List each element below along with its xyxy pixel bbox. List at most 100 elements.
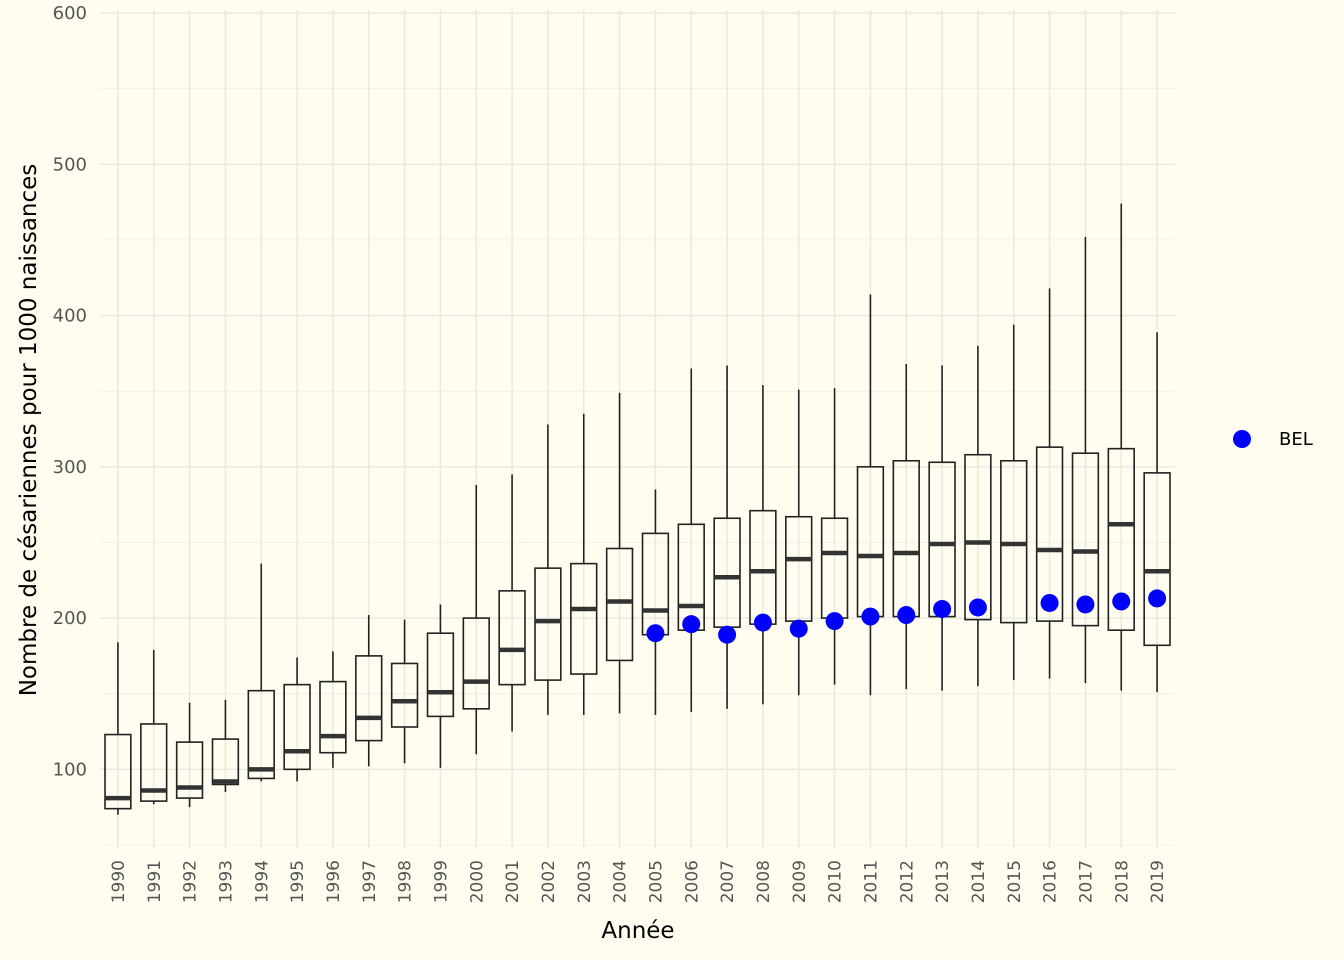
box — [1107, 447, 1135, 631]
data-point-bel — [825, 612, 844, 631]
box — [319, 680, 347, 754]
x-tick-label: 2012 — [897, 860, 917, 903]
box — [534, 567, 562, 681]
y-axis-title: Nombre de césariennes pour 1000 naissanc… — [16, 164, 42, 697]
x-tick-label: 2000 — [467, 860, 487, 903]
x-tick-label: 1992 — [181, 860, 201, 903]
boxplot — [1143, 332, 1171, 693]
legend: BEL — [1233, 429, 1313, 450]
y-tick-label: 300 — [53, 457, 87, 478]
x-tick-label: 1996 — [324, 860, 344, 903]
data-point-bel — [753, 613, 772, 632]
data-point-bel — [1148, 589, 1167, 608]
x-tick-label: 1991 — [145, 860, 165, 903]
x-tick-label: 2002 — [539, 860, 559, 903]
boxplot — [462, 484, 490, 755]
boxplot — [1000, 324, 1028, 681]
boxplot — [211, 699, 240, 793]
y-tick-label: 200 — [53, 608, 87, 629]
boxplot — [175, 702, 204, 808]
box — [1000, 459, 1028, 624]
boxplot — [534, 424, 562, 715]
x-tick-label: 2018 — [1112, 860, 1132, 903]
x-tick-label: 2019 — [1148, 860, 1168, 903]
data-point-bel — [897, 606, 916, 625]
box — [964, 453, 992, 621]
data-point-bel — [861, 607, 880, 626]
legend-label: BEL — [1279, 429, 1313, 450]
box — [390, 662, 419, 728]
box — [426, 632, 455, 718]
x-tick-label: 1993 — [216, 860, 236, 903]
x-tick-label: 2008 — [754, 860, 774, 903]
data-point-bel — [646, 624, 665, 643]
y-tick-label: 500 — [53, 154, 87, 175]
data-point-bel — [933, 600, 952, 619]
boxplot — [355, 615, 383, 767]
x-tick-label: 2001 — [503, 860, 523, 903]
boxplot — [1035, 288, 1064, 679]
box — [1143, 472, 1171, 647]
box — [570, 562, 598, 675]
box — [498, 590, 526, 686]
boxplot — [319, 651, 347, 768]
boxplot — [140, 649, 168, 805]
x-tick-label: 2007 — [718, 860, 738, 903]
data-point-bel — [789, 619, 808, 638]
boxplot — [283, 657, 311, 782]
boxplot — [1071, 236, 1100, 684]
x-tick-label: 2006 — [682, 860, 702, 903]
boxplot — [426, 604, 455, 768]
y-tick-label: 400 — [53, 306, 87, 327]
boxplot — [498, 474, 526, 732]
boxplot — [964, 345, 992, 687]
y-axis-ticks: 100 200 300 400 500 600 — [53, 3, 87, 780]
data-point-bel — [682, 615, 701, 634]
box — [104, 733, 132, 810]
box — [247, 689, 275, 780]
y-tick-label: 600 — [53, 3, 87, 24]
boxplot — [104, 642, 132, 815]
boxplot — [390, 619, 419, 764]
x-tick-label: 2014 — [969, 860, 989, 903]
x-tick-label: 2017 — [1076, 860, 1096, 903]
x-tick-label: 2011 — [861, 860, 881, 903]
x-tick-label: 1999 — [431, 860, 451, 903]
x-tick-label: 2013 — [933, 860, 953, 903]
box — [1071, 452, 1100, 627]
x-tick-label: 2003 — [575, 860, 595, 903]
boxplot — [1107, 203, 1135, 691]
series-points — [646, 589, 1167, 644]
box — [355, 655, 383, 742]
x-tick-label: 1990 — [109, 860, 129, 903]
box — [462, 617, 490, 710]
x-tick-label: 2010 — [826, 860, 846, 903]
data-point-bel — [968, 598, 987, 617]
boxplot — [247, 563, 275, 782]
data-point-bel — [1076, 595, 1095, 614]
boxplots — [104, 203, 1171, 815]
x-axis-title: Année — [601, 918, 674, 944]
x-tick-label: 2005 — [646, 860, 666, 903]
legend-key — [1233, 430, 1251, 448]
y-tick-label: 100 — [53, 759, 87, 780]
x-tick-label: 1998 — [396, 860, 416, 903]
box — [283, 683, 311, 771]
boxplot — [605, 392, 634, 714]
data-point-bel — [1112, 592, 1131, 611]
box — [140, 723, 168, 802]
x-axis-ticks: 1990 1991 1992 1993 1994 1995 1996 1997 1998 1999… — [109, 860, 1168, 903]
data-point-bel — [718, 625, 737, 644]
x-tick-label: 2009 — [790, 860, 810, 903]
x-tick-label: 2016 — [1041, 860, 1061, 903]
box — [605, 547, 634, 662]
x-tick-label: 2015 — [1005, 860, 1025, 903]
boxplot — [570, 413, 598, 715]
x-tick-label: 1994 — [252, 860, 272, 903]
x-tick-label: 2004 — [611, 860, 631, 903]
x-tick-label: 1995 — [288, 860, 308, 903]
box — [175, 741, 204, 799]
data-point-bel — [1040, 593, 1059, 612]
box — [211, 738, 240, 786]
